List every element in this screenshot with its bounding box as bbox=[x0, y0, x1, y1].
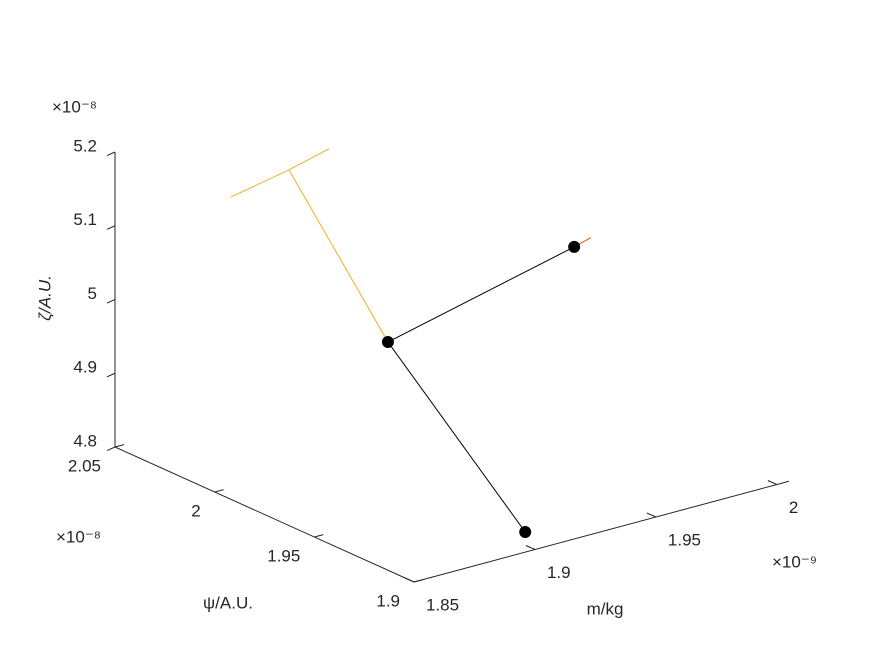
y-tick-label: 2.05 bbox=[68, 456, 101, 475]
z-tick-label: 5 bbox=[88, 284, 97, 303]
series-line bbox=[387, 246, 575, 533]
z-exponent: ×10⁻⁸ bbox=[52, 97, 97, 116]
z-axis-label: ζ/A.U. bbox=[35, 275, 54, 321]
z-tick bbox=[106, 225, 116, 230]
marker bbox=[568, 240, 581, 253]
y-exponent: ×10⁻⁸ bbox=[56, 527, 101, 546]
y-tick bbox=[413, 579, 424, 583]
z-tick bbox=[106, 299, 116, 304]
y-tick-label: 1.9 bbox=[376, 591, 400, 610]
y-axis-label: ψ/A.U. bbox=[203, 593, 253, 612]
x-tick bbox=[646, 512, 657, 518]
x-axis-label: m/kg bbox=[587, 599, 624, 618]
z-tick bbox=[106, 151, 116, 157]
y-tick-label: 2 bbox=[191, 501, 200, 520]
series-line bbox=[230, 148, 389, 343]
x-tick-label: 2 bbox=[789, 498, 798, 517]
z-tick bbox=[106, 446, 116, 452]
marker bbox=[381, 336, 394, 348]
y-tick-label: 1.95 bbox=[267, 546, 300, 565]
x-tick bbox=[525, 545, 536, 550]
z-tick bbox=[106, 372, 116, 378]
y-tick bbox=[214, 489, 224, 493]
x-tick-label: 1.95 bbox=[668, 530, 701, 549]
x-tick-label: 1.85 bbox=[426, 595, 459, 614]
x-tick bbox=[404, 577, 415, 583]
z-tick-label: 4.9 bbox=[73, 358, 97, 377]
y-tick bbox=[314, 534, 324, 538]
x-tick-label: 1.9 bbox=[547, 563, 571, 582]
z-tick-label: 4.8 bbox=[73, 431, 97, 450]
x-tick bbox=[767, 480, 778, 485]
z-tick-label: 5.2 bbox=[73, 136, 97, 155]
y-axis bbox=[114, 446, 415, 583]
y-tick bbox=[114, 444, 125, 448]
z-tick-label: 5.1 bbox=[73, 210, 97, 229]
x-axis bbox=[413, 480, 790, 583]
marker bbox=[519, 526, 532, 539]
x-exponent: ×10⁻⁹ bbox=[772, 552, 817, 571]
